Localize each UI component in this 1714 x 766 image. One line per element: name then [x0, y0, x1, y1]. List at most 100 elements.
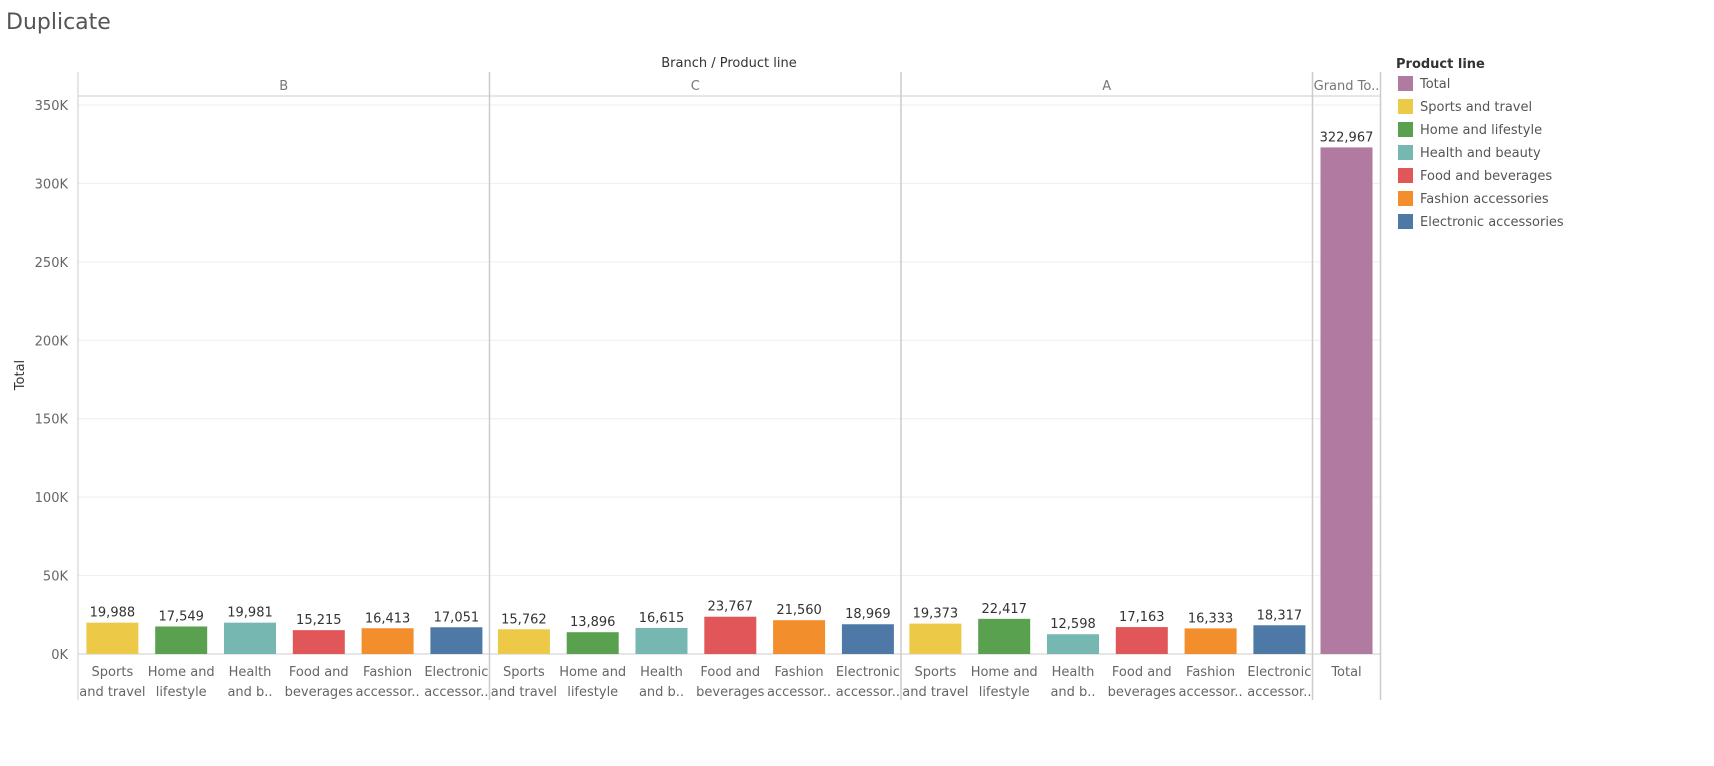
x-tick-label: Sports: [915, 665, 957, 680]
data-label: 22,417: [981, 602, 1027, 617]
x-tick-label: and travel: [491, 685, 557, 700]
x-tick-label: Home and: [148, 665, 215, 680]
bar[interactable]: [841, 624, 894, 654]
legend-swatch[interactable]: [1398, 145, 1413, 160]
x-tick-label: and travel: [79, 685, 145, 700]
y-tick-label: 300K: [35, 177, 69, 192]
legend-swatch[interactable]: [1398, 76, 1413, 91]
x-tick-label: Fashion: [1186, 665, 1235, 680]
bar[interactable]: [773, 620, 826, 654]
legend-label[interactable]: Fashion accessories: [1420, 192, 1549, 207]
x-tick-label: lifestyle: [567, 685, 618, 700]
legend-label[interactable]: Total: [1419, 77, 1450, 92]
legend-label[interactable]: Electronic accessories: [1420, 215, 1564, 230]
bar[interactable]: [1115, 627, 1168, 654]
data-label: 21,560: [776, 603, 822, 618]
x-tick-label: accessor..: [424, 685, 488, 700]
legend-title: Product line: [1396, 57, 1485, 72]
x-tick-label: Fashion: [775, 665, 824, 680]
bar[interactable]: [1320, 147, 1373, 654]
y-axis-label: Total: [13, 360, 28, 391]
column-header: Branch / Product line: [661, 56, 796, 71]
x-tick-label: Electronic: [836, 665, 900, 680]
legend-swatch[interactable]: [1398, 122, 1413, 137]
data-label: 322,967: [1320, 130, 1374, 145]
x-tick-label: beverages: [696, 685, 765, 700]
data-label: 18,969: [845, 607, 891, 622]
data-label: 23,767: [708, 600, 754, 615]
bar[interactable]: [704, 616, 757, 654]
x-tick-label: and b..: [227, 685, 272, 700]
x-tick-label: Sports: [92, 665, 134, 680]
x-tick-label: Electronic: [1247, 665, 1311, 680]
pane-header: Grand To..: [1314, 79, 1380, 94]
bar[interactable]: [361, 628, 414, 654]
y-tick-label: 350K: [35, 99, 69, 114]
y-tick-label: 0K: [51, 648, 68, 663]
data-label: 18,317: [1257, 608, 1303, 623]
data-label: 15,762: [501, 612, 547, 627]
bar[interactable]: [224, 622, 276, 654]
bar[interactable]: [566, 632, 619, 654]
grid-lines: [78, 104, 1381, 577]
x-tick-label: Home and: [971, 665, 1038, 680]
bar[interactable]: [1184, 628, 1237, 654]
x-tick-label: Sports: [503, 665, 545, 680]
data-label: 13,896: [570, 615, 616, 630]
data-label: 16,333: [1188, 611, 1234, 626]
data-label: 15,215: [296, 613, 342, 628]
x-tick-label: accessor..: [836, 685, 900, 700]
legend[interactable]: Product line Total Sports and travel Home a…: [1396, 57, 1564, 230]
x-tick-label: Health: [229, 665, 272, 680]
data-label: 17,051: [434, 610, 480, 625]
legend-label[interactable]: Sports and travel: [1420, 100, 1532, 115]
pane-header: C: [691, 79, 700, 94]
bar[interactable]: [1047, 634, 1099, 654]
legend-swatch[interactable]: [1398, 191, 1413, 206]
data-label: 19,981: [227, 606, 273, 621]
legend-swatch[interactable]: [1398, 99, 1413, 114]
data-label: 19,373: [913, 607, 959, 622]
x-tick-label: and b..: [639, 685, 684, 700]
legend-swatch[interactable]: [1398, 214, 1413, 229]
x-tick-label: Electronic: [424, 665, 488, 680]
bar[interactable]: [86, 622, 139, 654]
x-tick-label: Food and: [700, 665, 760, 680]
x-tick-label: Fashion: [363, 665, 412, 680]
pane-header: B: [279, 79, 288, 94]
bars[interactable]: [86, 147, 1373, 654]
data-label: 17,163: [1119, 610, 1165, 625]
data-label: 17,549: [158, 609, 204, 624]
legend-label[interactable]: Food and beverages: [1420, 169, 1552, 184]
x-tick-label: lifestyle: [156, 685, 207, 700]
data-label: 12,598: [1050, 617, 1096, 632]
x-tick-label: accessor..: [356, 685, 420, 700]
bar[interactable]: [497, 629, 550, 654]
x-tick-label: and travel: [902, 685, 968, 700]
bar[interactable]: [1253, 625, 1306, 654]
legend-swatch[interactable]: [1398, 168, 1413, 183]
x-tick-label: accessor..: [767, 685, 831, 700]
data-label: 16,615: [639, 611, 685, 626]
page-title: Duplicate: [6, 10, 111, 35]
legend-label[interactable]: Home and lifestyle: [1420, 123, 1542, 138]
pane-header: A: [1102, 79, 1111, 94]
bar[interactable]: [635, 627, 688, 654]
bar[interactable]: [909, 623, 962, 654]
legend-label[interactable]: Health and beauty: [1420, 146, 1541, 161]
bar[interactable]: [292, 630, 345, 654]
x-tick-label: and b..: [1050, 685, 1095, 700]
x-tick-label: Food and: [289, 665, 349, 680]
bar[interactable]: [978, 618, 1031, 654]
bar[interactable]: [430, 627, 483, 654]
data-label: 19,988: [90, 606, 136, 621]
x-tick-label: beverages: [1108, 685, 1177, 700]
bar[interactable]: [155, 626, 208, 654]
y-tick-label: 100K: [35, 491, 69, 506]
x-tick-label: lifestyle: [979, 685, 1030, 700]
y-tick-label: 150K: [35, 413, 69, 428]
y-tick-label: 50K: [43, 570, 69, 585]
x-tick-label: accessor..: [1247, 685, 1311, 700]
y-tick-label: 200K: [35, 334, 69, 349]
